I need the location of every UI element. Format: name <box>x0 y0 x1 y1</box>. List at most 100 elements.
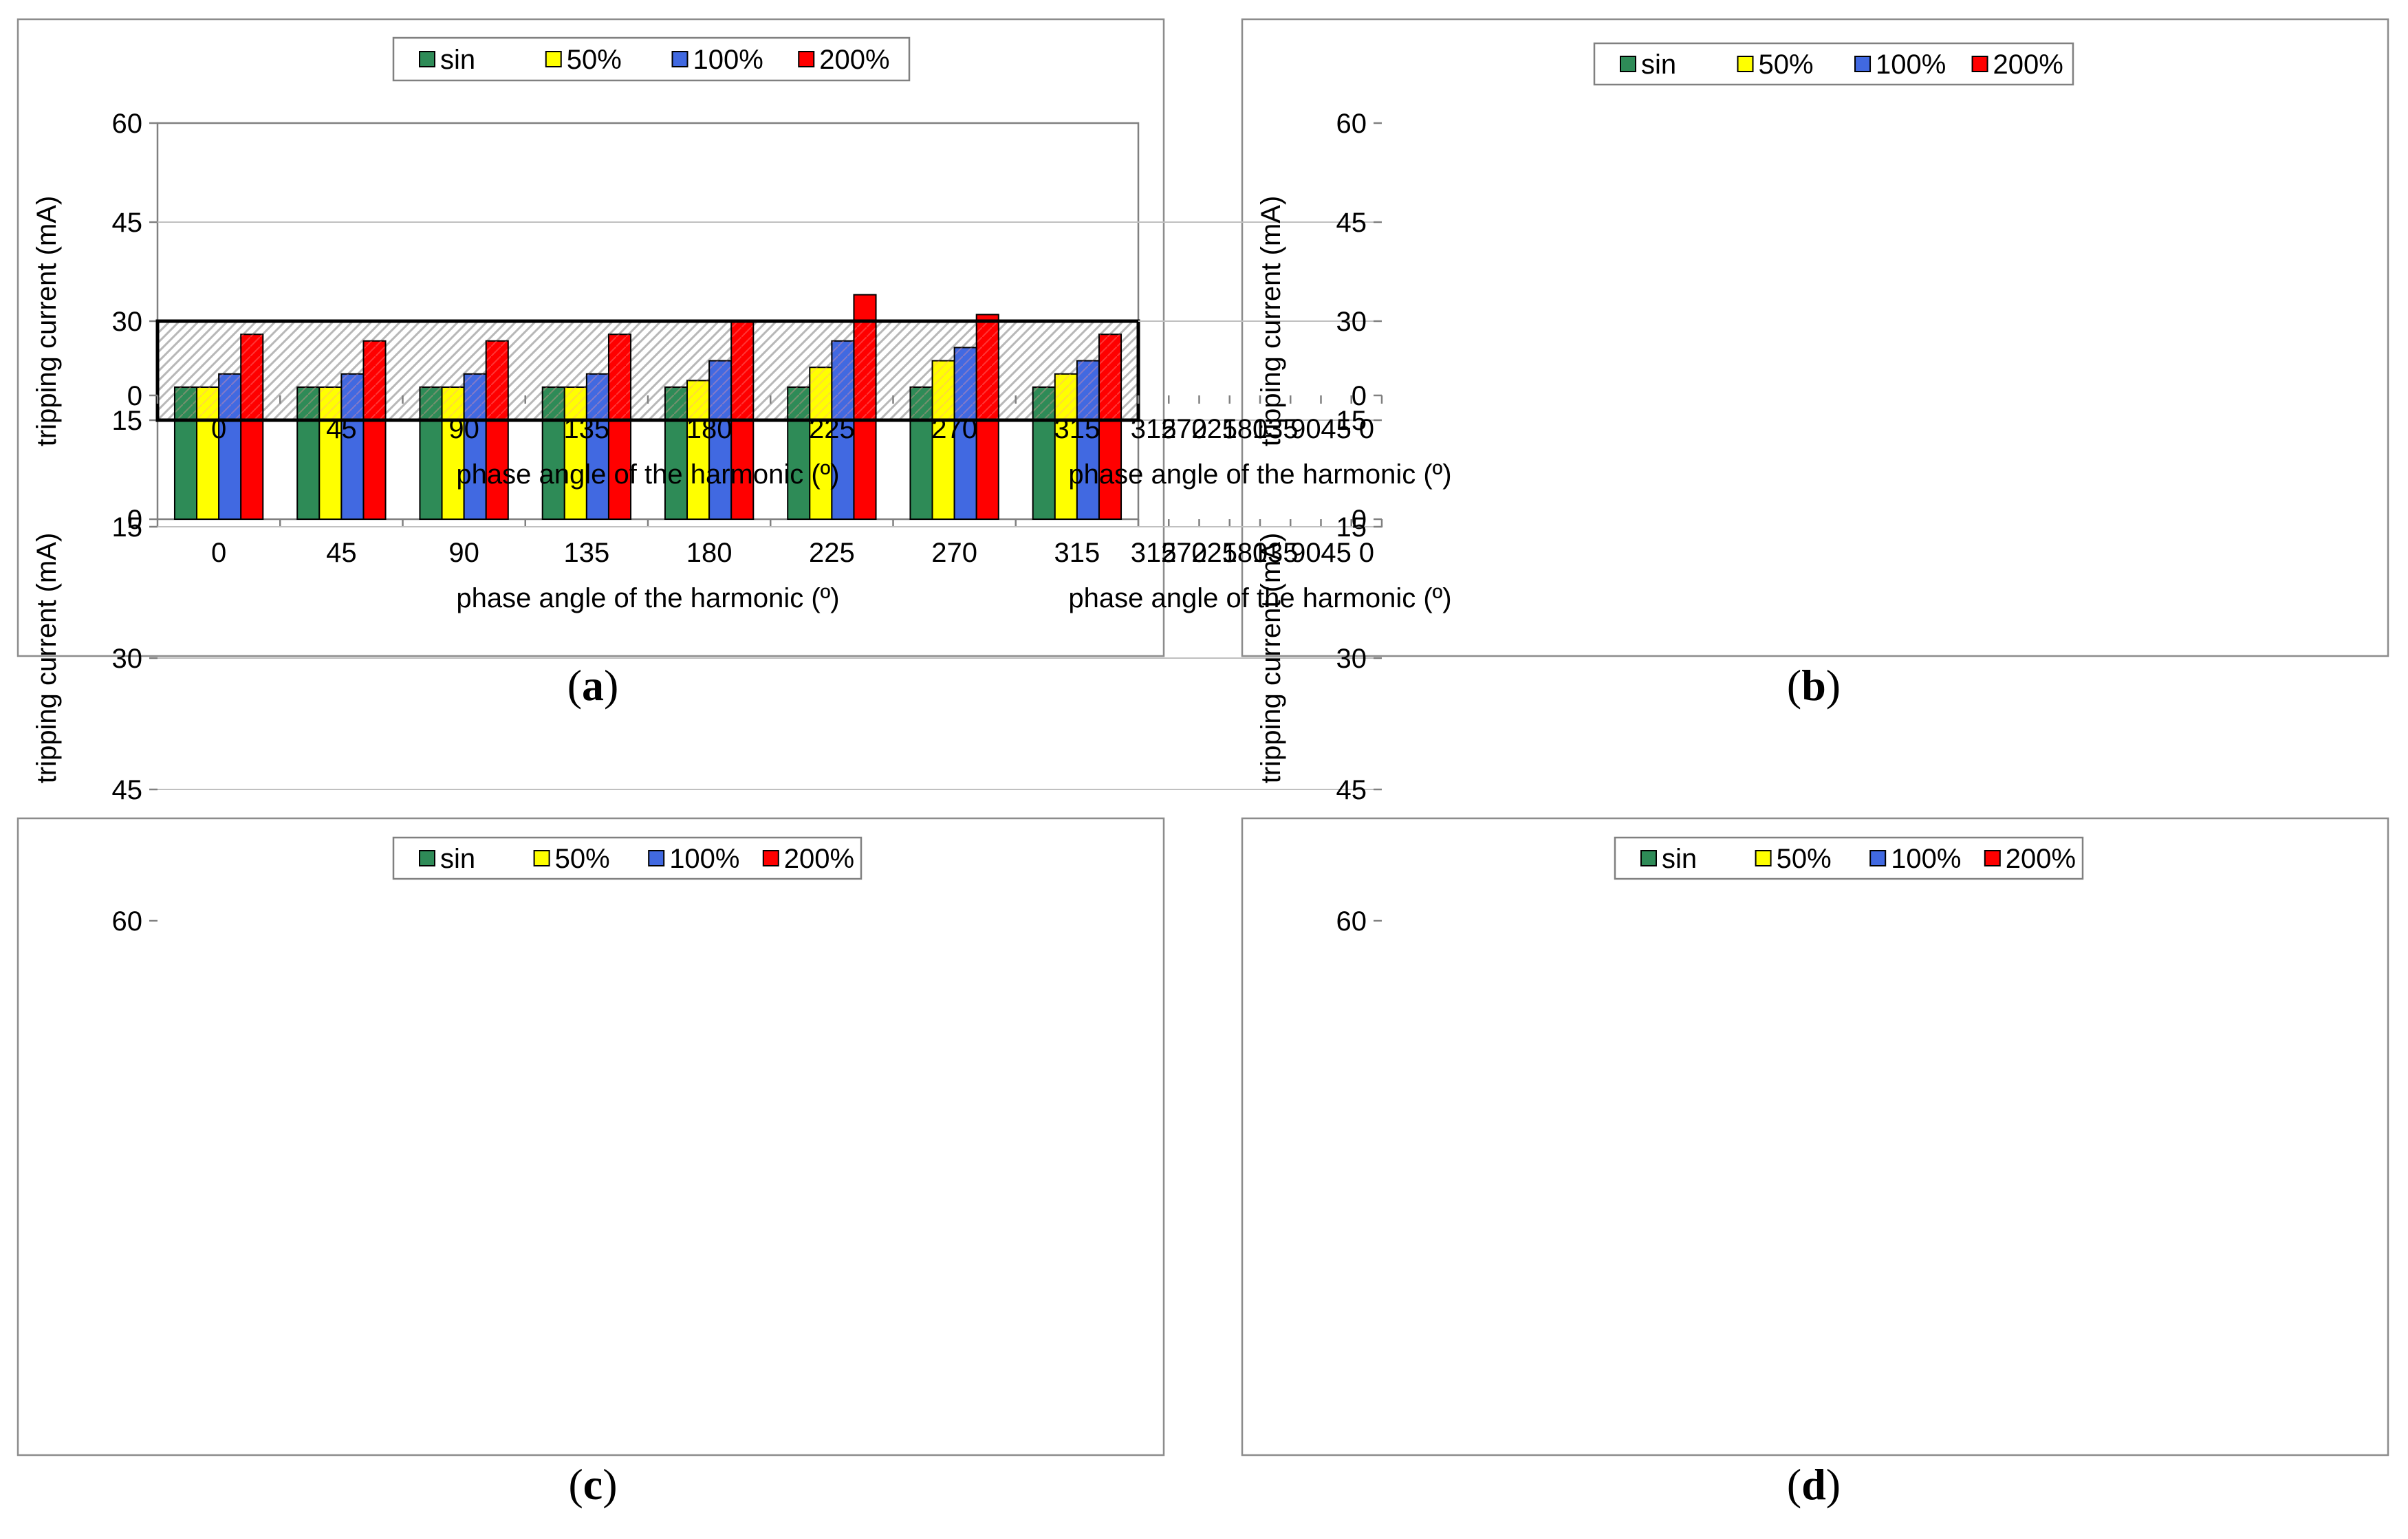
x-tick-label: 180 <box>686 414 733 444</box>
x-tick-label: 225 <box>1191 538 1237 568</box>
bar-band-overlay <box>420 387 442 420</box>
bar-band-overlay <box>342 373 363 420</box>
y-tick-label: 15 <box>1336 406 1367 436</box>
panel-caption: (a) <box>567 661 619 710</box>
legend <box>392 36 911 82</box>
x-tick-label: 315 <box>1054 414 1100 444</box>
legend-swatch-200pct <box>1971 56 1988 72</box>
bar-band-overlay <box>955 347 976 420</box>
bar-band-overlay <box>911 387 932 420</box>
y-tick-label: 60 <box>112 906 143 937</box>
x-tick-label: 180 <box>686 538 733 568</box>
x-tick-label: 0 <box>211 414 226 444</box>
legend-swatch-200pct <box>1984 850 2001 866</box>
panel-caption: (b) <box>1787 661 1841 710</box>
y-tick-label: 0 <box>1352 381 1367 411</box>
y-axis-title: tripping current (mA) <box>1256 533 1286 784</box>
bar-band-overlay <box>854 321 876 420</box>
legend-swatch-100pct <box>1869 850 1887 866</box>
y-tick-label: 45 <box>1336 208 1367 238</box>
y-tick-label: 45 <box>112 208 143 238</box>
bar-band-overlay <box>1033 387 1054 420</box>
panel-caption-letter: d <box>1801 1460 1826 1509</box>
y-tick-label: 15 <box>112 512 143 543</box>
panel-caption-letter: b <box>1801 661 1826 710</box>
x-tick-label: 135 <box>1252 414 1299 444</box>
x-tick-label: 270 <box>931 538 977 568</box>
legend-swatch-50pct <box>545 51 562 67</box>
x-tick-label: 270 <box>1161 414 1207 444</box>
y-tick-label: 15 <box>112 406 143 436</box>
y-tick-label: 0 <box>127 505 142 535</box>
legend-label-50pct: 50% <box>555 844 610 874</box>
bar-band-overlay <box>933 360 954 420</box>
x-tick-label: 135 <box>564 414 610 444</box>
bar-band-overlay <box>442 387 464 420</box>
x-tick-label: 90 <box>448 538 479 568</box>
chart-frame <box>1241 817 2389 1456</box>
bar-band-overlay <box>1077 360 1098 420</box>
x-tick-label: 315 <box>1131 414 1177 444</box>
x-tick-label: 270 <box>931 414 977 444</box>
bar-band-overlay <box>219 373 241 420</box>
legend-label-sin: sin <box>1641 50 1676 80</box>
y-tick-label: 15 <box>1336 512 1367 543</box>
y-axis-title: tripping current (mA) <box>32 196 62 447</box>
x-tick-label: 225 <box>809 414 855 444</box>
x-tick-label: 225 <box>809 538 855 568</box>
bar-band-overlay <box>688 380 709 420</box>
panel-caption: (c) <box>568 1460 617 1509</box>
x-tick-label: 45 <box>326 538 357 568</box>
legend-swatch-100pct <box>671 51 688 67</box>
bar-band-overlay <box>197 387 219 420</box>
bar-band-overlay <box>486 340 508 420</box>
bar-band-overlay <box>298 387 319 420</box>
y-tick-label: 60 <box>1336 906 1367 937</box>
legend-swatch-50pct <box>1737 56 1754 72</box>
legend <box>392 836 863 880</box>
bar-band-overlay <box>464 373 486 420</box>
x-tick-label: 0 <box>1359 538 1374 568</box>
legend-swatch-sin <box>1640 850 1657 866</box>
legend-swatch-sin <box>419 51 435 67</box>
legend-swatch-sin <box>419 850 435 866</box>
legend-swatch-200pct <box>762 850 779 866</box>
legend-label-200pct: 200% <box>819 45 889 75</box>
bar-band-overlay <box>320 387 341 420</box>
legend-label-100pct: 100% <box>1891 844 1961 874</box>
y-tick-label: 60 <box>1336 109 1367 139</box>
bar-band-overlay <box>1099 334 1121 420</box>
x-axis-title: phase angle of the harmonic (º) <box>1068 459 1451 490</box>
y-tick-label: 45 <box>1336 775 1367 805</box>
x-tick-label: 90 <box>1290 414 1321 444</box>
y-tick-label: 30 <box>112 644 143 674</box>
bar-band-overlay <box>788 387 810 420</box>
y-tick-label: 30 <box>112 307 143 337</box>
x-axis-title: phase angle of the harmonic (º) <box>456 583 839 613</box>
bar-band-overlay <box>1055 373 1076 420</box>
chart-frame <box>1241 18 2389 657</box>
legend-swatch-50pct <box>533 850 550 866</box>
bar-band-overlay <box>732 321 753 420</box>
y-tick-label: 30 <box>1336 644 1367 674</box>
bar-band-overlay <box>609 334 631 420</box>
x-tick-label: 45 <box>326 414 357 444</box>
x-tick-label: 135 <box>564 538 610 568</box>
legend-swatch-200pct <box>798 51 815 67</box>
legend-label-sin: sin <box>440 45 475 75</box>
x-tick-label: 315 <box>1131 538 1177 568</box>
x-tick-label: 90 <box>448 414 479 444</box>
legend-swatch-100pct <box>1854 56 1872 72</box>
panel-caption-letter: c <box>583 1460 603 1509</box>
x-tick-label: 45 <box>1321 414 1352 444</box>
legend-swatch-sin <box>1620 56 1636 72</box>
x-tick-label: 315 <box>1054 538 1100 568</box>
legend-swatch-100pct <box>648 850 665 866</box>
y-tick-label: 45 <box>112 775 143 805</box>
x-tick-label: 0 <box>1359 414 1374 444</box>
legend-label-200pct: 200% <box>2006 844 2076 874</box>
